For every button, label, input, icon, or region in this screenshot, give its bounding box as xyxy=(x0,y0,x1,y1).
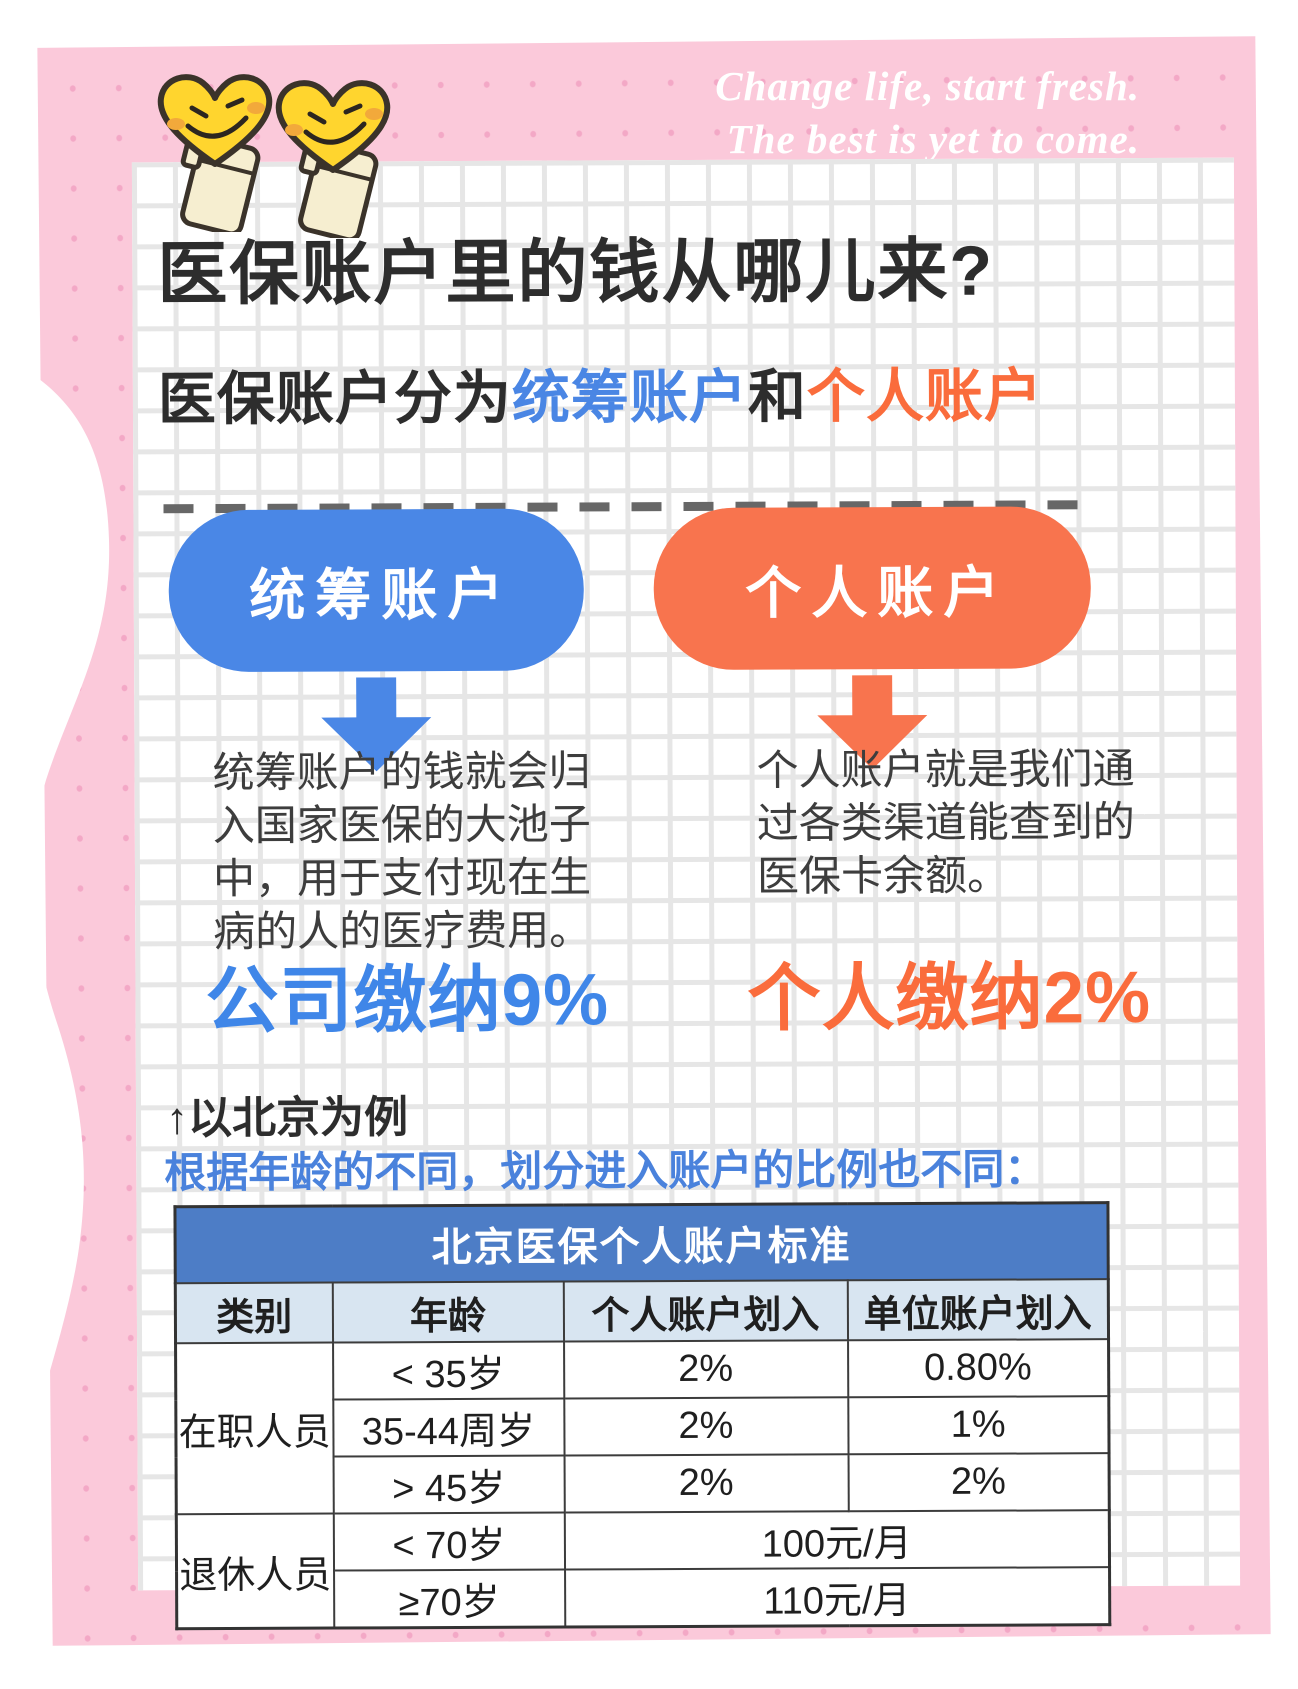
employer-rate-cell: 2% xyxy=(848,1453,1110,1512)
monthly-amount-cell: 110元/月 xyxy=(564,1567,1110,1628)
personal-account-description: 个人账户就是我们通 过各类渠道能查到的 医保卡余额。 xyxy=(756,745,1135,900)
subtitle-personal-account: 个人账户 xyxy=(806,363,1044,430)
personal-account-label: 个人账户 xyxy=(745,560,1010,625)
monthly-amount-cell: 100元/月 xyxy=(564,1510,1110,1570)
personal-rate-cell: 2% xyxy=(563,1340,848,1399)
category-retirees: 退休人员 xyxy=(176,1513,334,1629)
content-card: 医保账户里的钱从哪儿来? 医保账户分为统筹账户和个人账户 统筹账户 个人账户 统… xyxy=(131,157,1241,1631)
column-header-personal: 个人账户划入 xyxy=(563,1280,848,1342)
subtitle-prefix: 医保账户分为 xyxy=(157,365,513,433)
table-row: 退休人员 < 70岁 100元/月 xyxy=(176,1510,1110,1629)
age-cell: < 70岁 xyxy=(333,1512,565,1571)
employer-rate-cell: 1% xyxy=(847,1396,1110,1455)
subtitle-and: 和 xyxy=(747,364,808,430)
personal-account-bubble: 个人账户 xyxy=(653,506,1092,671)
pooled-account-bubble: 统筹账户 xyxy=(168,508,585,673)
personal-rate-cell: 2% xyxy=(564,1454,849,1513)
age-rule-note: 根据年龄的不同，划分进入账户的比例也不同： xyxy=(164,1145,1047,1197)
white-wave-decoration xyxy=(0,355,110,1558)
beijing-example-note: ↑以北京为例 xyxy=(165,1093,409,1144)
age-cell: ≥70岁 xyxy=(333,1569,565,1629)
table-title: 北京医保个人账户标准 xyxy=(174,1202,1109,1284)
age-cell: > 45岁 xyxy=(333,1455,565,1514)
pooled-account-label: 统筹账户 xyxy=(249,562,514,627)
age-cell: 35-44周岁 xyxy=(332,1398,565,1457)
quote-line-1: Change life, start fresh. xyxy=(715,63,1140,109)
down-arrow-icon xyxy=(817,675,928,770)
page-subtitle: 医保账户分为统筹账户和个人账户 xyxy=(158,348,1043,436)
beijing-standard-table: 北京医保个人账户标准 类别 年龄 个人账户划入 单位账户划入 在职人员 < 35… xyxy=(173,1201,1112,1631)
pooled-account-description: 统筹账户的钱就会归 入国家医保的大池子 中，用于支付现在生 病的人的医疗费用。 xyxy=(212,747,592,956)
personal-rate-cell: 2% xyxy=(563,1397,849,1456)
employer-rate-cell: 0.80% xyxy=(847,1339,1109,1398)
down-arrow-icon xyxy=(321,677,432,772)
table-row: 在职人员 < 35岁 2% 0.80% xyxy=(175,1339,1109,1515)
subtitle-pooled-account: 统筹账户 xyxy=(511,364,749,431)
age-cell: < 35岁 xyxy=(332,1341,564,1400)
personal-contribution-highlight: 个人缴纳2% xyxy=(747,956,1152,1040)
column-header-category: 类别 xyxy=(175,1282,333,1344)
quote-line-2: The best is yet to come. xyxy=(726,116,1140,162)
company-contribution-highlight: 公司缴纳9% xyxy=(205,959,610,1043)
motivational-quote: Change life, start fresh. The best is ye… xyxy=(580,60,1140,166)
heart-clip-mascot-icon xyxy=(275,80,391,238)
category-active-employees: 在职人员 xyxy=(175,1342,334,1515)
heart-clip-mascot-icon xyxy=(157,74,273,232)
column-header-employer: 单位账户划入 xyxy=(847,1279,1109,1341)
column-header-age: 年龄 xyxy=(332,1281,564,1343)
